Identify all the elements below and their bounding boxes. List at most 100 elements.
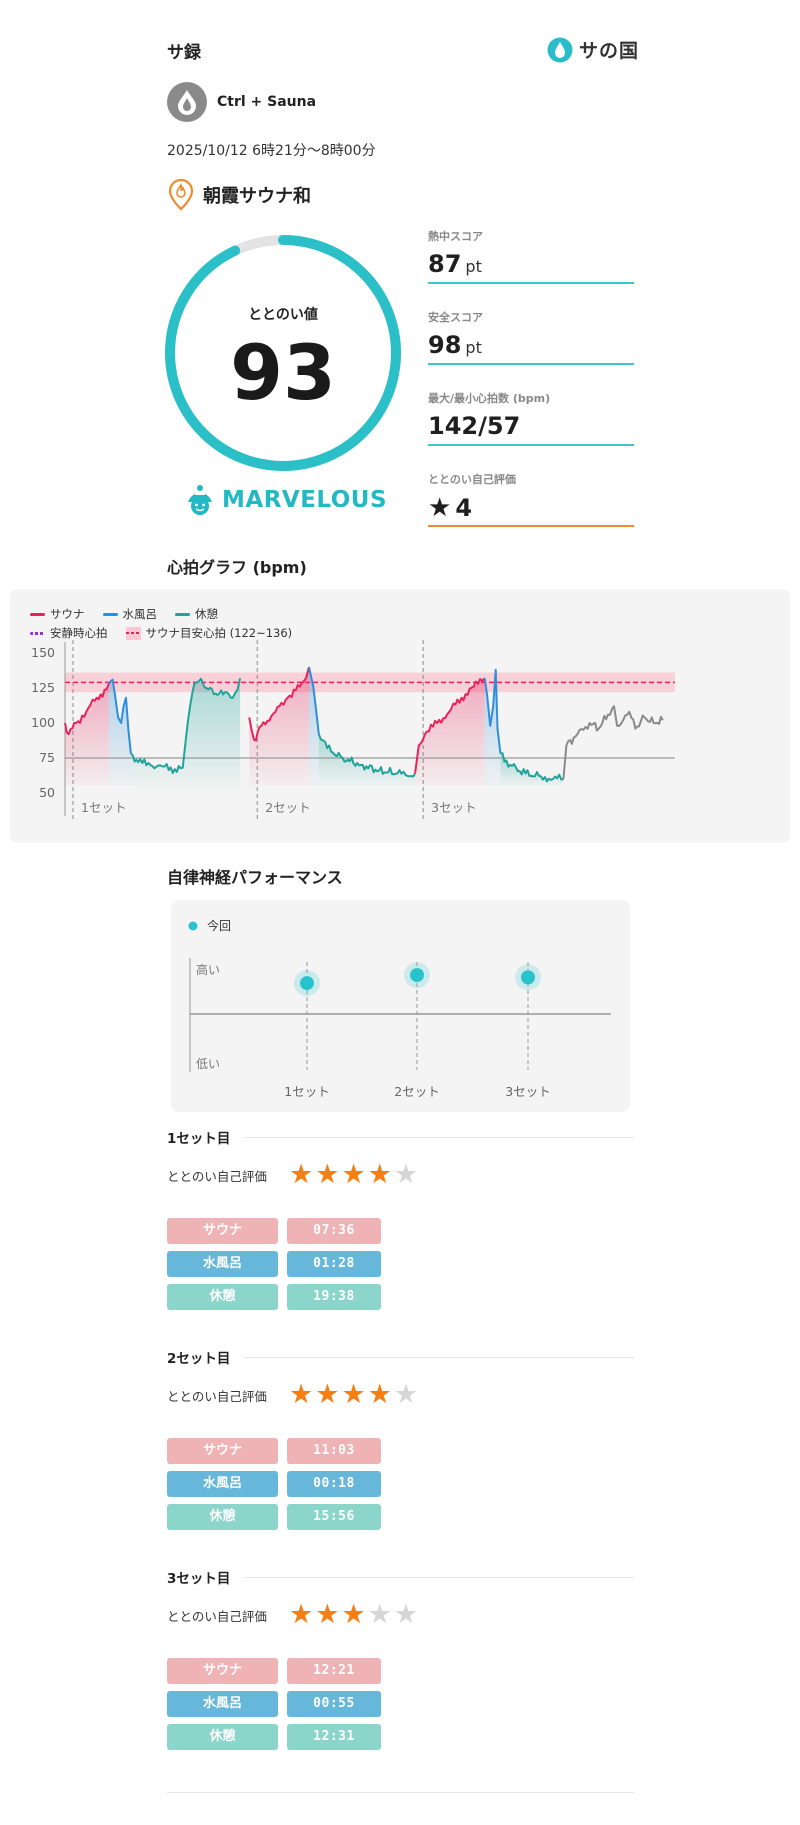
phase-label-chip: 水風呂 [167,1471,278,1497]
score-self-rating-value-row: ★ 4 [428,493,634,527]
avatar[interactable] [167,82,207,122]
rating-star-icon[interactable]: ★ [367,1159,392,1190]
y-tick-label: 125 [31,680,55,695]
score-safety-unit: pt [465,338,482,357]
rating-star-icon[interactable]: ★ [341,1159,366,1190]
legend-rest-label: 休憩 [195,607,218,621]
user-row[interactable]: Ctrl + Sauna [167,82,316,122]
set-rating-stars[interactable]: ★ ★ ★ ★ ★ [289,1161,418,1189]
hr-area-sauna [249,667,309,786]
phase-label-chip: サウナ [167,1438,278,1464]
phase-time-chip: 00:18 [287,1471,381,1497]
heart-rate-chart: 150 125 100 75 50 1セット 2セット 3セット [31,640,675,820]
brand-logo[interactable]: サの国 [547,36,639,63]
legend-sauna: サウナ [30,606,85,622]
y-tick-label: 50 [39,785,55,800]
hr-line-sauna [64,683,110,736]
phase-time-chip: 12:31 [287,1724,381,1750]
rating-star-icon[interactable]: ★ [393,1379,419,1410]
ans-high-label: 高い [196,962,220,977]
score-heat-unit: pt [465,257,482,276]
hr-area-rest [500,753,564,786]
set-title: 2セット目 [167,1351,231,1367]
ans-panel [171,900,630,1112]
rating-star-icon[interactable]: ★ [341,1599,366,1630]
hr-legend-row-1: サウナ 水風呂 休憩 [30,606,218,622]
x-tick-label: 2セット [265,800,310,815]
session-datetime: 2025/10/12 6時21分〜8時00分 [167,143,376,159]
set-header: 1セット目 [167,1127,634,1147]
legend-target-swatch [125,626,141,640]
y-tick-label: 150 [31,645,55,660]
set-rating-row: ととのい自己評価 ★ ★ ★ ★ ★ [167,1601,418,1629]
score-safety-value: 98 [428,331,462,359]
rating-star-icon[interactable]: ★ [393,1159,419,1190]
score-heat-label: 熱中スコア [428,230,483,243]
totonoi-gauge [165,235,401,471]
rating-star-icon[interactable]: ★ [367,1379,392,1410]
phase-time-chip: 11:03 [287,1438,381,1464]
phase-time-chip: 07:36 [287,1218,381,1244]
footer-divider [167,1792,634,1793]
rating-star-icon[interactable]: ★ [341,1379,366,1410]
y-tick-label: 100 [31,715,55,730]
legend-target-label: サウナ目安心拍 (122~136) [145,626,293,640]
phase-time-chip: 19:38 [287,1284,381,1310]
ans-point [410,968,424,983]
legend-rest: 休憩 [175,606,218,622]
gauge-label: ととのい値 [248,307,318,323]
set-header: 2セット目 [167,1347,634,1367]
set-title: 1セット目 [167,1131,231,1147]
sauna-hat-mascot-icon [188,485,212,515]
phase-label-chip: サウナ [167,1658,278,1684]
score-heat: 熱中スコア 87 pt [428,228,634,284]
score-heat-value-row: 87 pt [428,250,634,284]
score-safety: 安全スコア 98 pt [428,309,634,365]
phase-label-chip: 休憩 [167,1504,278,1530]
score-self-rating-value: 4 [455,494,473,522]
score-safety-value-row: 98 pt [428,331,634,365]
facility-row[interactable]: 朝霞サウナ和 [167,178,311,212]
phase-label-chip: 休憩 [167,1284,278,1310]
rating-star-icon[interactable]: ★ [289,1379,314,1410]
hr-line-water [483,668,502,754]
legend-sauna-swatch [30,612,45,616]
rating-star-icon[interactable]: ★ [315,1599,340,1630]
score-heart-rate: 最大/最小心拍数 (bpm) 142/57 [428,390,634,446]
hr-line-rest [130,677,242,774]
star-icon: ★ [428,493,452,523]
hr-line-sauna [414,677,486,774]
legend-sauna-label: サウナ [50,607,85,621]
hr-line-water [308,666,320,735]
hr-graph-title: 心拍グラフ (bpm) [167,558,307,577]
ans-title: 自律神経パフォーマンス [167,868,343,887]
map-pin-flame-icon [168,178,194,211]
legend-target: サウナ目安心拍 (122~136) [125,625,293,641]
rating-star-icon[interactable]: ★ [367,1599,392,1630]
set-rating-stars[interactable]: ★ ★ ★ ★ ★ [289,1601,418,1629]
set-rating-row: ととのい自己評価 ★ ★ ★ ★ ★ [167,1381,418,1409]
gauge-value: 93 [230,328,336,417]
phase-label-chip: 水風呂 [167,1691,278,1717]
legend-rest-swatch [175,612,190,616]
phase-time-chip: 15:56 [287,1504,381,1530]
rating-star-icon[interactable]: ★ [315,1379,340,1410]
set-rating-stars[interactable]: ★ ★ ★ ★ ★ [289,1381,418,1409]
rating-star-icon[interactable]: ★ [315,1159,340,1190]
app-title: サ録 [167,43,201,63]
hr-area-water [484,669,501,786]
set-rating-label: ととのい自己評価 [167,1168,267,1184]
phase-time-chip: 12:21 [287,1658,381,1684]
hr-line-rest [317,733,416,778]
rating-star-icon[interactable]: ★ [289,1599,314,1630]
rating-star-icon[interactable]: ★ [289,1159,314,1190]
score-heart-rate-label: 最大/最小心拍数 (bpm) [428,392,551,405]
phase-label-chip: 休憩 [167,1724,278,1750]
ans-point [521,970,535,985]
y-tick-label: 75 [39,750,55,765]
score-self-rating: ととのい自己評価 ★ 4 [428,471,634,527]
rating-star-icon[interactable]: ★ [393,1599,419,1630]
phase-time-chip: 00:55 [287,1691,381,1717]
score-safety-label: 安全スコア [428,311,483,324]
